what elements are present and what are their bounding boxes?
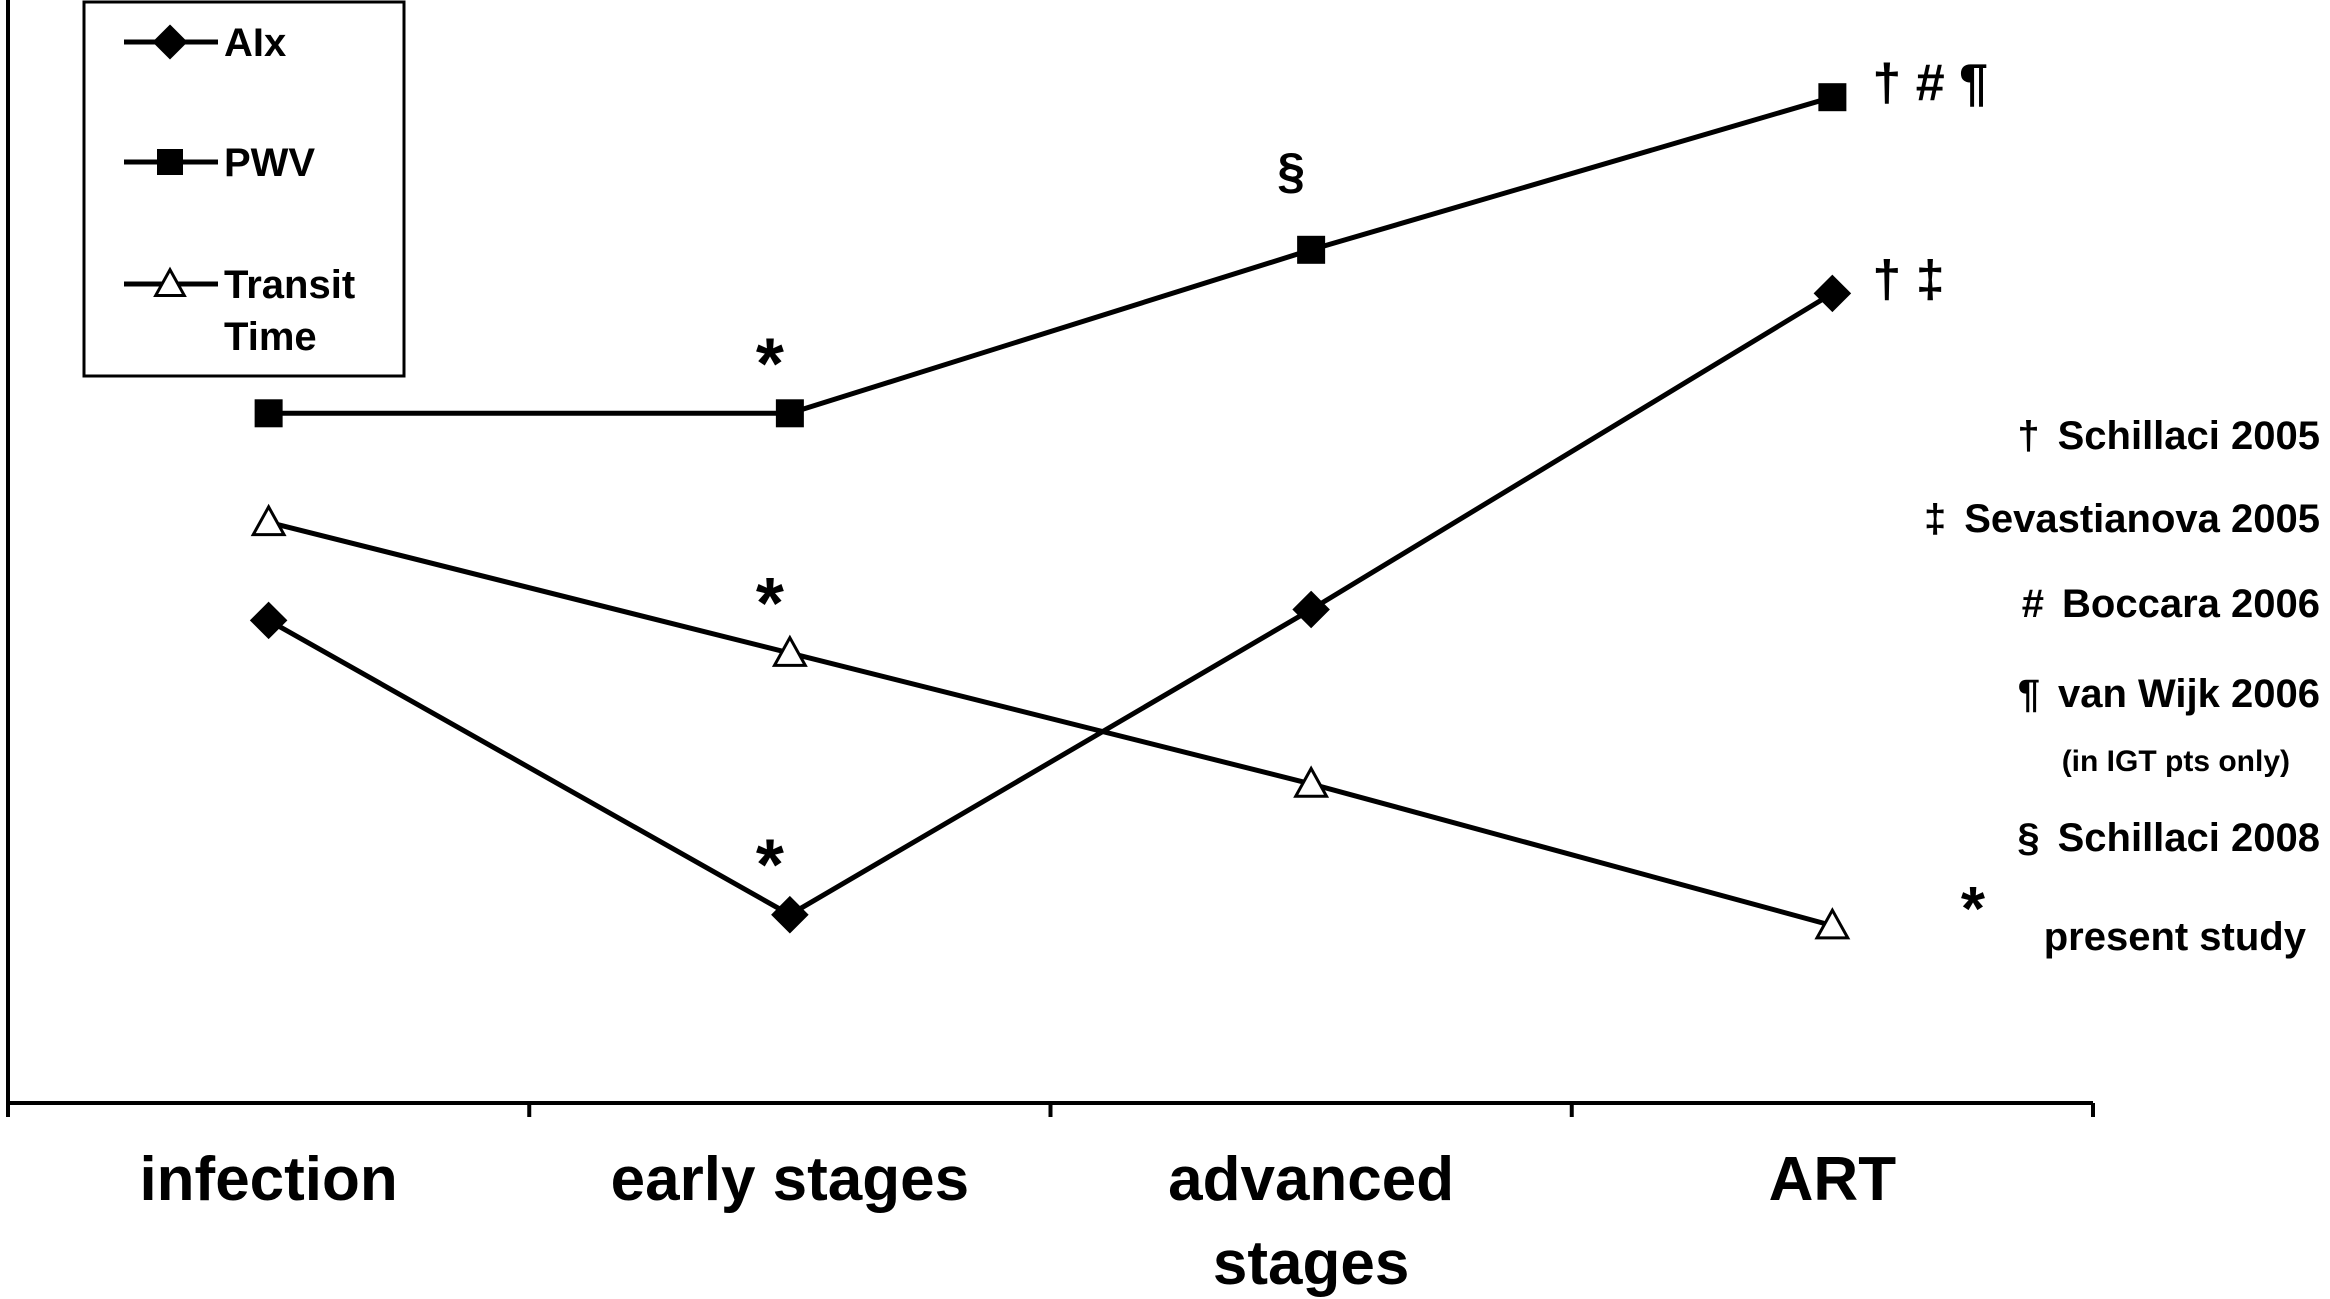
footnote-symbol: ‡ (1924, 497, 1946, 541)
footnote-present-study: * present study (1961, 875, 2307, 959)
footnote-label: van Wijk 2006 (2058, 672, 2320, 716)
x-tick-label-line: advanced (1168, 1145, 1454, 1214)
series-pwv (254, 83, 1847, 428)
legend-label-line: AIx (224, 21, 286, 65)
footnote-text: ¶ van Wijk 2006 (2018, 672, 2320, 716)
axes: infection early stages advanced stages ART (6, 0, 2095, 1298)
legend-label-line: Transit (224, 263, 355, 307)
annotation-pwv-early-stages: * (756, 324, 784, 404)
x-tick-label-early-stages: early stages (611, 1145, 969, 1214)
legend-marker-aix (152, 24, 188, 60)
data-point-pwv-infection (254, 399, 283, 428)
legend-item-aix: AIx (124, 21, 286, 65)
footnote-symbol: ¶ (2018, 672, 2040, 716)
footnote-boccara-2006: # Boccara 2006 (2022, 582, 2320, 626)
footnote-symbol: * (1961, 875, 1986, 944)
footnote-text: # Boccara 2006 (2022, 582, 2320, 626)
series-transit-time (250, 503, 1851, 940)
footnote-symbol: † (2017, 414, 2039, 458)
x-tick-label-advanced-stages: advanced stages (1168, 1145, 1454, 1298)
annotation-pwv-advanced-stages: § (1277, 143, 1305, 199)
legend-item-transit-time: Transit Time (124, 263, 355, 359)
data-point-transit-time-art (1814, 907, 1851, 940)
x-tick-label-line: infection (139, 1145, 397, 1214)
legend-box (82, 0, 406, 378)
annotation-aix-art: † ‡ (1872, 250, 1944, 308)
series-line-aix (267, 291, 1834, 918)
series-layer (249, 83, 1852, 940)
footnote-label: Schillaci 2008 (2058, 816, 2320, 860)
footnote-text: § Schillaci 2008 (2017, 816, 2320, 860)
legend: AIx PWV Transit Time (82, 0, 406, 378)
x-tick-label-art: ART (1769, 1145, 1897, 1214)
data-point-pwv-advanced-stages (1297, 235, 1326, 264)
footnote-symbol: § (2017, 816, 2039, 860)
footnote-text: † Schillaci 2005 (2017, 414, 2320, 458)
data-point-transit-time-infection (250, 503, 287, 537)
footnote-label: Boccara 2006 (2062, 582, 2320, 626)
data-point-pwv-art (1818, 83, 1847, 112)
footnote-text: present study (2044, 915, 2307, 959)
data-point-aix-early-stages (771, 895, 809, 934)
legend-label-transit-time: Transit Time (224, 263, 355, 359)
legend-label-aix: AIx (224, 21, 286, 65)
series-line-pwv (268, 94, 1834, 416)
x-tick-label-line: ART (1769, 1145, 1897, 1214)
x-tick-label-line: early stages (611, 1145, 969, 1214)
series-aix (249, 274, 1852, 934)
legend-marker-transit-time (153, 266, 187, 297)
data-point-aix-art (1813, 274, 1852, 313)
data-point-aix-advanced-stages (1292, 590, 1330, 629)
footnote-van-wijk-2006: ¶ van Wijk 2006 (in IGT pts only) (2018, 672, 2320, 778)
data-point-pwv-early-stages (775, 399, 804, 428)
legend-label-line: PWV (224, 141, 315, 185)
x-tick-label-line: stages (1213, 1229, 1409, 1298)
legend-item-pwv: PWV (124, 141, 315, 185)
legend-label-line: Time (224, 315, 317, 359)
annotation-pwv-art: † # ¶ (1872, 54, 1988, 112)
annotation-transit-time-early-stages: * (756, 564, 784, 644)
annotation-aix-early-stages: * (756, 826, 784, 906)
footnote-label: Sevastianova 2005 (1964, 497, 2320, 541)
data-point-transit-time-early-stages (771, 634, 808, 667)
footnote-note: (in IGT pts only) (2062, 745, 2290, 778)
footnote-schillaci-2005: † Schillaci 2005 (2017, 414, 2320, 458)
footnote-symbol: # (2022, 582, 2044, 626)
legend-marker-pwv (157, 149, 183, 175)
footnote-sevastianova-2005: ‡ Sevastianova 2005 (1924, 497, 2320, 541)
data-point-transit-time-advanced-stages (1293, 765, 1330, 798)
series-line-transit-time (268, 519, 1834, 929)
x-tick-label-infection: infection (139, 1145, 397, 1214)
legend-label-pwv: PWV (224, 141, 315, 185)
footnote-label: Schillaci 2005 (2058, 414, 2320, 458)
footnote-schillaci-2008: § Schillaci 2008 (2017, 816, 2320, 860)
footnotes: † Schillaci 2005 ‡ Sevastianova 2005 # Boccar… (1924, 414, 2320, 959)
footnote-text: ‡ Sevastianova 2005 (1924, 497, 2320, 541)
annotation-layer: * * * § † # ¶ † ‡ (756, 54, 1988, 906)
data-point-aix-infection (249, 601, 288, 640)
